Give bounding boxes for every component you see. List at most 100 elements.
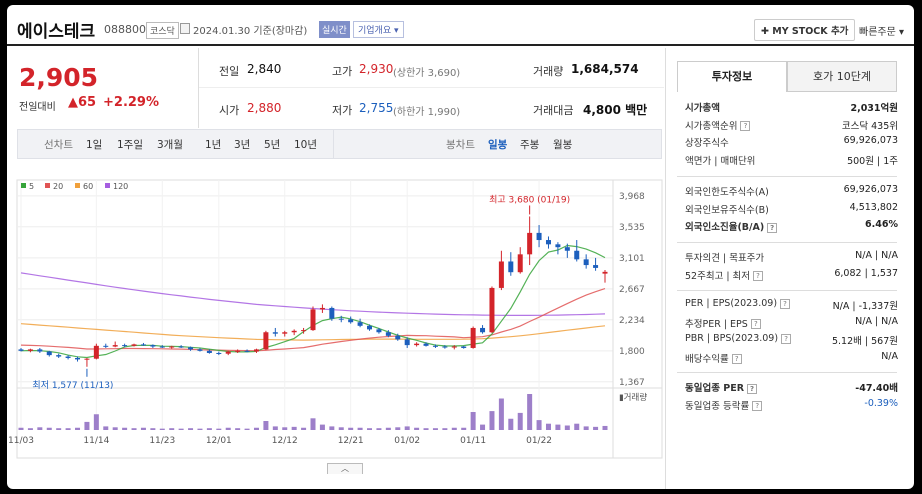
info-value: -47.40배: [855, 383, 898, 394]
info-value: -0.39%: [864, 397, 898, 409]
volume-bar: [188, 428, 194, 430]
candle-body: [131, 344, 137, 346]
tab-investment-info[interactable]: 투자정보: [677, 61, 787, 92]
x-tick-label: 12/01: [206, 436, 232, 446]
tab-monthly[interactable]: 월봉: [553, 139, 573, 151]
x-tick-label: 01/02: [394, 436, 420, 446]
candle-body: [112, 345, 118, 347]
candle-body: [18, 349, 24, 351]
tab-3m[interactable]: 3개월: [157, 139, 184, 151]
volume-bar: [75, 427, 81, 430]
tab-1w[interactable]: 1주일: [117, 139, 144, 151]
help-icon[interactable]: ?: [747, 383, 758, 394]
candle-body: [56, 355, 62, 357]
info-value: 코스닥 435위: [841, 120, 898, 132]
volume-bar: [65, 428, 71, 430]
collapse-chart-button[interactable]: ︿: [327, 463, 363, 474]
info-label: 추정PER | EPS?: [685, 316, 761, 330]
tab-3y[interactable]: 3년: [234, 139, 251, 151]
help-icon[interactable]: ?: [750, 319, 761, 329]
quote-row-2: 시가 2,880 저가 2,755 (하한가 1,990) 거래대금 4,800…: [199, 89, 664, 127]
help-icon[interactable]: ?: [753, 271, 764, 281]
low-annotation: 최저 1,577 (11/13): [32, 380, 113, 391]
current-price: 2,905: [19, 63, 99, 92]
x-tick-label: 12/21: [338, 436, 364, 446]
price-box: 2,905 전일대비 ▲65 +2.29%: [7, 48, 199, 128]
info-label: 동일업종 PER?: [685, 380, 758, 394]
help-icon[interactable]: ?: [731, 354, 742, 364]
realtime-button[interactable]: 실시간: [319, 21, 350, 38]
amount-value: 4,800 백만: [583, 103, 648, 117]
volume-bar: [470, 412, 476, 430]
help-icon[interactable]: ?: [767, 222, 778, 233]
tab-1y[interactable]: 1년: [205, 139, 222, 151]
volume-bar: [272, 426, 278, 430]
legend-label: 120: [113, 182, 128, 191]
info-label: PBR | BPS(2023.09)?: [685, 333, 792, 344]
volume-bar: [291, 426, 297, 430]
volume-bar: [602, 425, 608, 430]
candle-body: [385, 332, 391, 336]
y-tick-label: 3,968: [619, 192, 645, 202]
volume-label: ▮거래량: [619, 392, 647, 403]
volume-bar: [112, 427, 118, 430]
price-chart: 3,968 3,535 3,101 2,667 2,234 1,800 1,367 11/03…: [8, 179, 663, 459]
company-overview-dropdown[interactable]: 기업개요 ▾: [353, 21, 404, 38]
candle-body: [263, 332, 269, 350]
volume-bar: [319, 424, 325, 430]
base-date: 2024.01.30 기준(장마감): [193, 26, 308, 37]
candle-body: [206, 350, 212, 353]
volume-bar: [489, 411, 495, 430]
candle-body: [84, 358, 90, 360]
volume-bar: [37, 427, 43, 430]
open-value: 2,880: [247, 101, 282, 115]
volume-bar: [404, 426, 410, 430]
volume-bar: [385, 427, 391, 430]
volume-bar: [235, 428, 241, 430]
candle-body: [583, 259, 589, 266]
help-icon[interactable]: ?: [740, 121, 751, 131]
volume-bar: [131, 428, 137, 430]
info-value: N/A: [881, 350, 898, 362]
volume-value: 1,684,574: [571, 62, 639, 76]
help-icon[interactable]: ?: [781, 333, 792, 344]
candle-body: [545, 240, 551, 245]
volume-bar: [140, 427, 146, 430]
x-tick-label: 01/22: [526, 436, 552, 446]
volume-bar: [480, 424, 486, 430]
high-label: 고가: [332, 65, 353, 78]
tab-daily[interactable]: 일봉: [488, 139, 508, 151]
volume-bar: [583, 426, 589, 430]
tab-5y[interactable]: 5년: [264, 139, 281, 151]
upper-limit: (상한가 3,690): [393, 68, 461, 79]
calendar-icon: [180, 23, 190, 34]
info-value: 69,926,073: [843, 184, 898, 195]
y-tick-label: 2,234: [619, 316, 645, 326]
add-mystock-button[interactable]: ✚ MY STOCK 추가: [754, 19, 856, 41]
help-icon[interactable]: ?: [752, 401, 763, 411]
help-icon[interactable]: ?: [780, 298, 791, 309]
low-value: 2,755: [359, 101, 394, 115]
volume-bar: [27, 428, 33, 430]
candle-body: [37, 349, 43, 352]
tab-order-book[interactable]: 호가 10단계: [787, 61, 897, 92]
quick-order-dropdown[interactable]: 빠른주문 ▾: [859, 27, 904, 38]
tab-10y[interactable]: 10년: [294, 139, 318, 151]
tab-1d[interactable]: 1일: [86, 139, 103, 151]
ma20-line: [20, 288, 606, 352]
volume-bar: [122, 427, 128, 430]
info-value: 6.46%: [865, 219, 898, 230]
candle-body: [602, 271, 608, 274]
ma5-line: [20, 244, 606, 359]
section-divider: [677, 290, 897, 291]
lower-limit: (하한가 1,990): [393, 107, 461, 118]
info-label: 액면가 | 매매단위: [685, 155, 756, 167]
line-chart-label: 선차트: [44, 139, 73, 151]
volume-bar: [432, 428, 438, 430]
info-label: 52주최고 | 최저?: [685, 268, 764, 282]
candle-body: [122, 345, 128, 347]
section-divider: [677, 176, 897, 177]
tab-weekly[interactable]: 주봉: [520, 139, 540, 151]
volume-bar: [46, 427, 52, 430]
volume-bar: [197, 428, 203, 430]
